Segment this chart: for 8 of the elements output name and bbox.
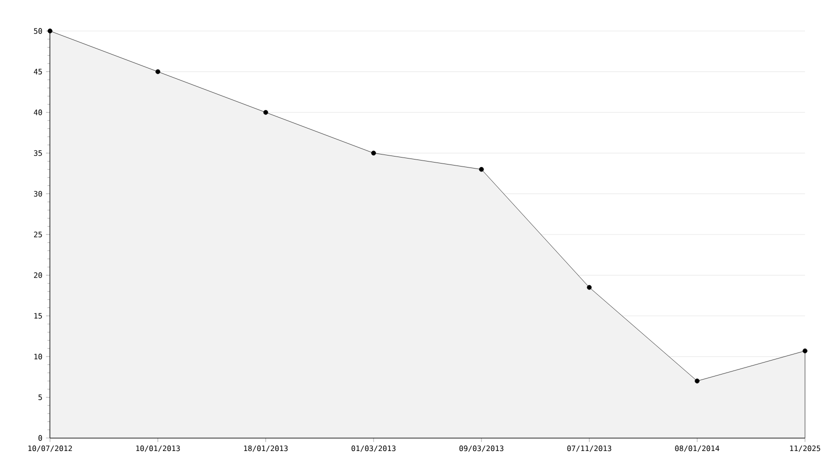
- point: [479, 166, 484, 172]
- point: [586, 285, 592, 290]
- point: [263, 110, 268, 115]
- point: [371, 150, 376, 156]
- point: [694, 378, 700, 384]
- point: [155, 69, 160, 74]
- point: [802, 348, 808, 354]
- point: [48, 28, 52, 34]
